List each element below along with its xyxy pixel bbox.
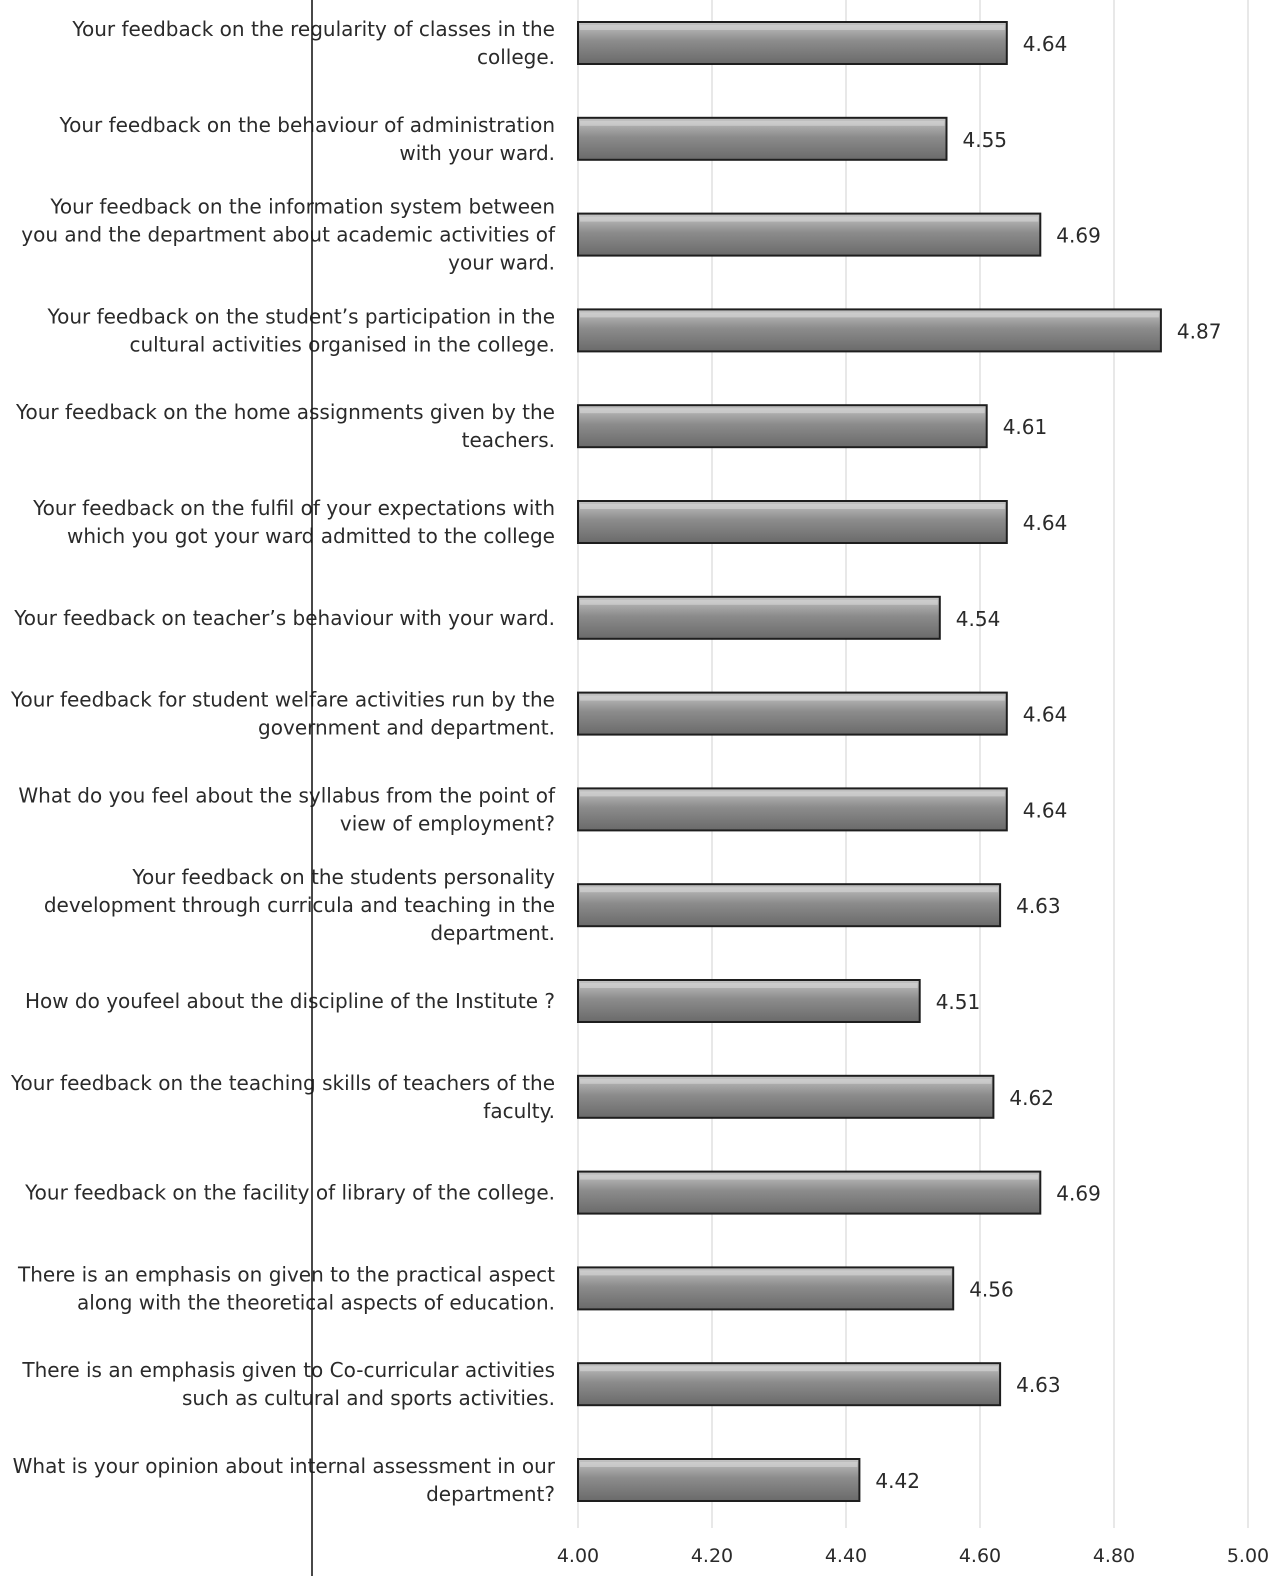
data-label: 4.56	[969, 1277, 1014, 1301]
bar-highlight	[580, 1270, 952, 1276]
data-label: 4.51	[936, 990, 981, 1014]
data-label: 4.64	[1023, 511, 1068, 535]
category-label-line: Your feedback on the information system …	[49, 195, 555, 219]
category-label: Your feedback for student welfare activi…	[10, 688, 555, 740]
category-label-line: Your feedback for student welfare activi…	[10, 688, 555, 712]
category-label: Your feedback on the regularity of class…	[71, 17, 555, 69]
bar-highlight	[580, 120, 945, 126]
x-tick-label: 4.40	[825, 1545, 867, 1567]
data-label: 4.64	[1023, 703, 1068, 727]
bar-highlight	[580, 1366, 999, 1372]
bar-highlight	[580, 216, 1039, 222]
data-labels: 4.64 4.55 4.69 4.87 4.61 4.64 4.54 4.64 4.64 4.63…	[875, 32, 1221, 1493]
data-label: 4.69	[1056, 1182, 1101, 1206]
x-tick-label: 5.00	[1227, 1545, 1269, 1567]
x-tick-label: 4.80	[1093, 1545, 1135, 1567]
bar-highlight	[580, 887, 999, 893]
bar-highlight	[580, 1078, 992, 1084]
x-tick-label: 4.20	[691, 1545, 733, 1567]
bar-series	[577, 21, 1162, 1502]
category-label-line: along with the theoretical aspects of ed…	[77, 1290, 555, 1314]
category-label-line: What do you feel about the syllabus from…	[18, 783, 556, 807]
category-label-line: Your feedback on teacher’s behaviour wit…	[13, 606, 555, 630]
data-label: 4.87	[1177, 319, 1222, 343]
bar-highlight	[580, 1462, 858, 1467]
data-label: 4.55	[963, 128, 1008, 152]
category-label: Your feedback on the information system …	[21, 195, 556, 275]
category-label-line: with your ward.	[399, 141, 555, 165]
bar-highlight	[580, 312, 1159, 318]
bar-highlight	[580, 1174, 1039, 1180]
data-label: 4.63	[1016, 894, 1061, 918]
bar-highlight	[580, 25, 1005, 30]
category-label-line: department?	[426, 1482, 555, 1506]
category-label-line: teachers.	[462, 428, 555, 452]
category-label-line: cultural activities organised in the col…	[129, 332, 555, 356]
bar-highlight	[580, 983, 918, 988]
x-tick-label: 4.00	[557, 1545, 599, 1567]
data-label: 4.64	[1023, 32, 1068, 56]
category-label-line: Your feedback on the fulfil of your expe…	[32, 496, 555, 520]
bar-highlight	[580, 408, 985, 414]
category-label: Your feedback on the teaching skills of …	[10, 1071, 555, 1123]
data-label: 4.63	[1016, 1373, 1061, 1397]
data-label: 4.54	[956, 607, 1001, 631]
x-axis-ticks: 4.00 4.20 4.40 4.60 4.80 5.00	[557, 1545, 1269, 1567]
category-label: Your feedback on the facility of library…	[24, 1181, 555, 1205]
category-label-line: faculty.	[483, 1099, 555, 1123]
bar-highlight	[580, 504, 1005, 509]
bar-highlight	[580, 695, 1005, 701]
category-label-line: Your feedback on the behaviour of admini…	[59, 113, 555, 137]
data-label: 4.42	[875, 1469, 920, 1493]
category-label: What is your opinion about internal asse…	[13, 1454, 556, 1506]
category-label-line: What is your opinion about internal asse…	[13, 1454, 556, 1478]
category-label-line: Your feedback on the facility of library…	[24, 1181, 555, 1205]
category-label-line: Your feedback on the regularity of class…	[71, 17, 555, 41]
category-label-line: Your feedback on the students personalit…	[131, 865, 555, 889]
category-label: How do youfeel about the discipline of t…	[25, 989, 555, 1013]
category-label-line: Your feedback on the student’s participa…	[47, 304, 555, 328]
category-label-line: your ward.	[448, 251, 555, 275]
category-labels: Your feedback on the regularity of class…	[10, 17, 556, 1506]
category-label-line: view of employment?	[340, 811, 555, 835]
category-label: What do you feel about the syllabus from…	[18, 783, 556, 835]
category-label: Your feedback on teacher’s behaviour wit…	[13, 606, 555, 630]
category-label: Your feedback on the behaviour of admini…	[59, 113, 555, 165]
category-label-line: There is an emphasis given to Co-curricu…	[21, 1358, 555, 1382]
data-label: 4.64	[1023, 798, 1068, 822]
category-label: Your feedback on the student’s participa…	[47, 304, 555, 356]
category-label: There is an emphasis given to Co-curricu…	[21, 1358, 555, 1410]
data-label: 4.62	[1009, 1086, 1054, 1110]
data-label: 4.61	[1003, 415, 1048, 439]
category-label-line: such as cultural and sports activities.	[182, 1386, 555, 1410]
category-label: There is an emphasis on given to the pra…	[17, 1262, 555, 1314]
category-label-line: development through curricula and teachi…	[44, 893, 555, 917]
category-label-line: college.	[477, 45, 555, 69]
category-label: Your feedback on the fulfil of your expe…	[32, 496, 555, 548]
category-label: Your feedback on the students personalit…	[44, 865, 555, 945]
category-label-line: How do youfeel about the discipline of t…	[25, 989, 555, 1013]
category-label-line: Your feedback on the home assignments gi…	[15, 400, 555, 424]
x-tick-label: 4.60	[959, 1545, 1001, 1567]
category-label-line: Your feedback on the teaching skills of …	[10, 1071, 555, 1095]
category-label-line: government and department.	[258, 716, 555, 740]
data-label: 4.69	[1056, 224, 1101, 248]
category-label-line: which you got your ward admitted to the …	[67, 524, 555, 548]
category-label-line: department.	[430, 921, 555, 945]
category-label-line: you and the department about academic ac…	[21, 223, 556, 247]
category-label: Your feedback on the home assignments gi…	[15, 400, 555, 452]
bar-highlight	[580, 791, 1005, 797]
bar-highlight	[580, 599, 938, 605]
category-label-line: There is an emphasis on given to the pra…	[17, 1262, 555, 1286]
